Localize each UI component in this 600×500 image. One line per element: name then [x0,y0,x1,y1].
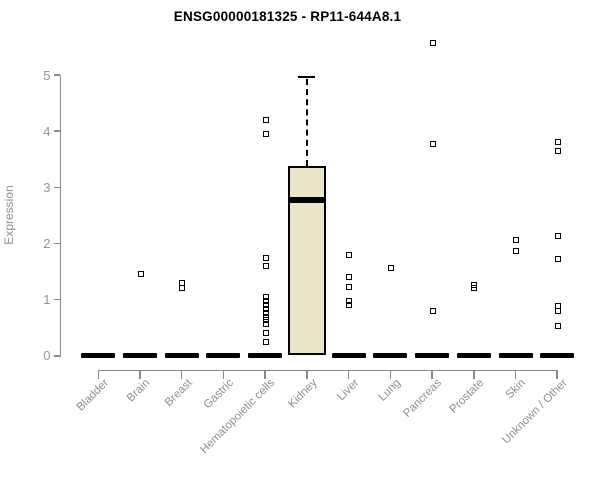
whisker-cap [298,75,316,79]
outlier-point [262,321,269,328]
outlier-point [554,308,561,315]
x-axis-tick [473,369,475,379]
zero-median-bar [81,352,116,359]
y-axis-line [59,74,61,358]
outlier-point [262,254,269,261]
zero-median-bar [123,352,158,359]
outlier-point [179,279,186,286]
y-axis-label: Expression [2,185,16,245]
x-category-label: Brain [125,377,153,405]
outlier-point [262,339,269,346]
outlier-point [554,139,561,146]
x-axis-tick [556,369,558,379]
median-line [289,196,324,203]
zero-median-bar [456,352,491,359]
x-axis-tick [347,369,350,379]
x-category-label: Hematopoietic cells [198,377,278,456]
x-category-label: Lung [376,377,403,404]
zero-median-bar [164,352,199,359]
outlier-point [262,313,269,320]
outlier-point [471,285,478,292]
x-category-label: Skin [503,377,528,402]
outlier-point [179,285,186,292]
x-axis-tick [139,369,141,379]
chart-title: ENSG00000181325 - RP11-644A8.1 [173,9,402,24]
x-axis-line [97,369,558,371]
x-category-label: Kidney [286,377,320,411]
x-axis-tick [514,369,517,379]
y-axis-tick [53,298,60,301]
outlier-point [346,274,353,281]
y-tick-label: 4 [43,123,51,139]
y-tick-label: 0 [43,348,51,364]
outlier-point [387,265,394,272]
zero-median-bar [373,352,408,359]
zero-median-bar [415,352,450,359]
x-category-label: Liver [334,377,362,404]
y-axis-tick [53,242,60,245]
zero-median-bar [498,352,533,359]
outlier-point [429,39,436,46]
x-axis-tick [180,369,183,379]
y-tick-label: 5 [43,67,51,83]
zero-median-bar [331,352,366,359]
outlier-point [262,301,269,308]
zero-median-bar [206,352,241,359]
y-axis-tick [53,186,60,189]
x-axis-tick [264,369,266,379]
outlier-point [471,281,478,288]
upper-whisker [305,78,308,167]
zero-median-bar [540,352,575,359]
y-axis-tick [53,130,60,132]
outlier-point [346,251,353,258]
outlier-point [346,284,353,291]
outlier-point [262,330,269,337]
outlier-point [554,233,561,240]
x-category-label: Pancreas [401,377,445,420]
x-category-label: Gastric [201,377,236,412]
x-category-label: Bladder [74,377,111,414]
outlier-point [513,247,519,254]
outlier-point [262,131,269,138]
outlier-point [513,236,519,243]
y-tick-label: 3 [43,179,51,195]
outlier-point [262,293,269,300]
y-tick-label: 1 [43,292,51,308]
y-tick-label: 2 [43,236,51,252]
outlier-point [554,255,561,262]
x-axis-tick [431,369,433,379]
outlier-point [262,117,269,123]
outlier-point [262,309,269,316]
outlier-point [262,262,269,269]
outlier-point [346,298,353,305]
outlier-point [346,302,353,309]
y-axis-tick [53,355,60,357]
x-category-label: Prostate [447,377,487,416]
outlier-point [554,148,561,155]
outlier-point [554,323,561,330]
outlier-point [429,308,436,315]
y-axis-tick [53,74,60,76]
outlier-point [429,141,436,148]
box [287,166,326,355]
outlier-point [262,305,269,312]
outlier-point [262,317,269,324]
x-axis-tick [389,369,392,379]
outlier-point [137,271,144,278]
zero-median-bar [248,352,283,359]
x-axis-tick [97,369,100,379]
outlier-point [262,297,269,304]
x-axis-tick [222,369,225,379]
x-axis-tick [306,369,308,379]
x-category-label: Breast [162,377,195,409]
